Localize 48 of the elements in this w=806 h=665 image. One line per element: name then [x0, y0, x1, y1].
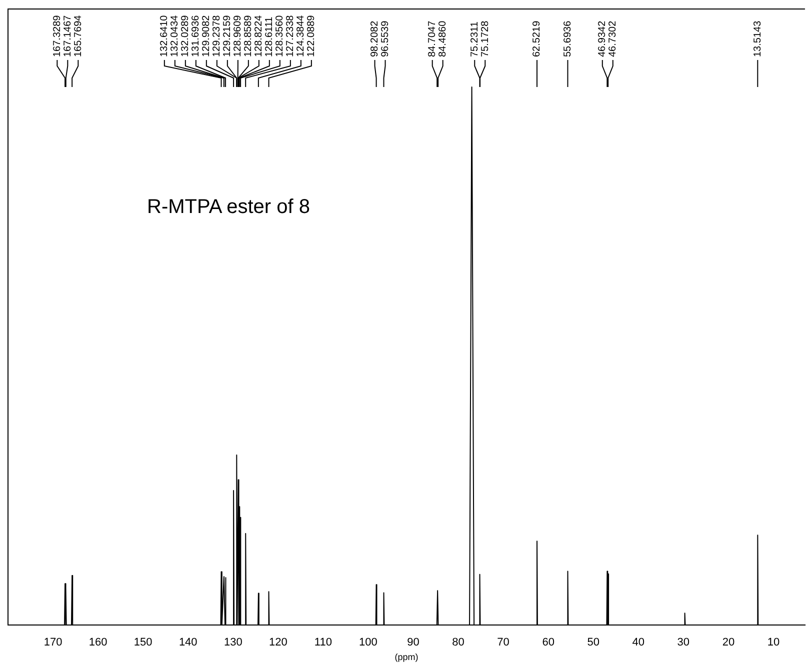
annotation: 122.0889: [306, 14, 318, 57]
annotation: 129.9082: [201, 14, 212, 57]
annotation: 98.2082: [370, 20, 381, 57]
annotation: 124.3844: [296, 14, 307, 57]
annotation: 84.4860: [438, 20, 449, 57]
annotation: 127.2338: [285, 14, 296, 57]
x-tick-label: 150: [134, 636, 152, 649]
annotation: 75.1728: [480, 20, 491, 57]
annotation: 55.6936: [562, 20, 574, 57]
annotation: 128.3560: [274, 14, 286, 57]
annotation: 128.8224: [254, 14, 265, 57]
annotation: 132.0289: [180, 14, 192, 57]
x-tick-label: 120: [268, 636, 288, 649]
annotation: 132.6410: [159, 14, 170, 57]
annotation: 84.7047: [427, 20, 438, 57]
x-tick-label: 170: [44, 636, 62, 649]
x-tick-label: 130: [224, 636, 242, 649]
x-axis-title: (ppm): [394, 652, 418, 662]
annotation: 75.2311: [469, 21, 480, 57]
x-tick-label: 90: [407, 636, 420, 649]
x-tick-label: 40: [632, 636, 645, 649]
annotation: 128.8589: [243, 14, 254, 57]
annotation: 128.9609: [232, 14, 244, 57]
annotation: 165.7694: [72, 14, 84, 57]
annotation: 129.2378: [212, 14, 223, 57]
x-tick-label: 110: [314, 636, 332, 649]
annotation: 132.0434: [170, 14, 181, 57]
annotation: 46.7302: [608, 20, 619, 57]
annotation: 167.3289: [52, 14, 63, 57]
annotation: 62.5219: [532, 20, 543, 57]
x-tick-label: 80: [452, 636, 464, 649]
annotation: 128.6111: [264, 16, 276, 57]
x-tick-label: 160: [88, 636, 108, 649]
x-tick-label: 10: [767, 636, 780, 649]
text: R-MTPA ester of 8: [147, 196, 310, 219]
x-tick-label: 100: [359, 636, 378, 649]
annotation: 46.9342: [597, 20, 608, 57]
x-tick-label: 50: [587, 636, 600, 649]
annotation: 131.6936: [190, 14, 202, 57]
annotation: 129.2159: [222, 14, 234, 57]
x-tick-label: 30: [677, 636, 690, 649]
x-tick-label: 70: [497, 636, 510, 649]
annotation: 167.1467: [62, 14, 74, 57]
annotation: 96.5539: [380, 20, 392, 57]
x-tick-label: 60: [542, 636, 554, 649]
x-tick-label: 140: [178, 636, 198, 649]
annotation: 13.5143: [752, 20, 764, 57]
x-tick-label: 20: [722, 636, 735, 649]
